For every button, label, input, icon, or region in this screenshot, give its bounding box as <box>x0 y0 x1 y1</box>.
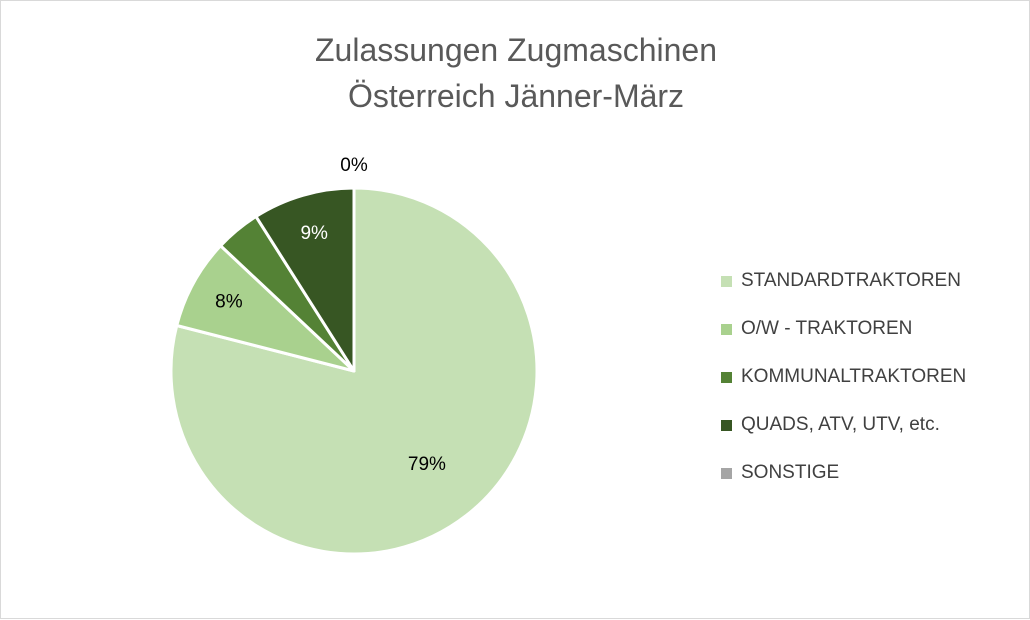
legend-label: QUADS, ATV, UTV, etc. <box>741 414 940 435</box>
legend-label: STANDARDTRAKTOREN <box>741 270 961 291</box>
data-label-standardtraktoren: 79% <box>408 454 446 475</box>
legend-item-quads-atv-utv-etc: QUADS, ATV, UTV, etc. <box>721 401 966 449</box>
pie-slice-quads-atv-utv-etc <box>254 186 356 373</box>
legend-swatch <box>721 323 732 335</box>
legend-item-kommunaltraktoren: KOMMUNALTRAKTOREN <box>721 353 966 401</box>
legend-swatch <box>721 467 732 479</box>
chart-title: Zulassungen Zugmaschinen Österreich Jänn… <box>1 27 1030 119</box>
legend-swatch <box>721 371 732 383</box>
chart-title-line-2: Österreich Jänner-März <box>347 78 685 114</box>
legend-label: O/W - TRAKTOREN <box>741 318 913 339</box>
legend-swatch <box>721 275 732 287</box>
data-label-sonstige: 0% <box>340 155 368 176</box>
data-label-o-w-traktoren: 8% <box>215 291 243 312</box>
legend-item-standardtraktoren: STANDARDTRAKTOREN <box>721 257 966 305</box>
data-label-quads-atv-utv-etc: 9% <box>300 223 328 244</box>
pie-slice-standardtraktoren <box>169 186 539 556</box>
legend-item-sonstige: SONSTIGE <box>721 449 966 497</box>
pie-slice-o-w-traktoren <box>175 244 356 373</box>
legend-label: SONSTIGE <box>741 462 840 483</box>
legend-swatch <box>721 419 732 431</box>
chart-title-line-1: Zulassungen Zugmaschinen <box>314 32 717 68</box>
legend-label: KOMMUNALTRAKTOREN <box>741 366 967 387</box>
legend: STANDARDTRAKTOREN O/W - TRAKTOREN KOMMUNAL… <box>721 257 966 497</box>
legend-item-o-w-traktoren: O/W - TRAKTOREN <box>721 305 966 353</box>
